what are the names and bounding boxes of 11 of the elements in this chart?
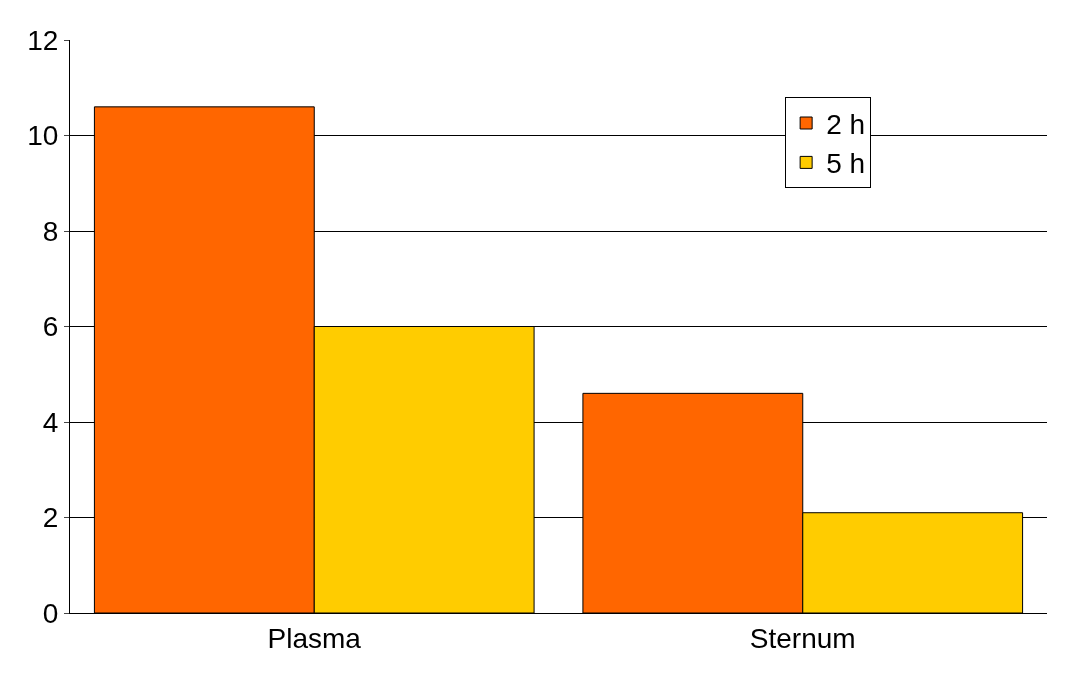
y-tick-label: 12 (27, 24, 59, 56)
y-tick-label: 4 (42, 406, 59, 438)
legend-label: 2 h (826, 108, 866, 140)
y-tick-label: 8 (42, 215, 59, 247)
y-tick-label: 10 (27, 120, 59, 152)
y-tick-label: 6 (42, 311, 59, 343)
x-tick-label: Sternum (749, 622, 856, 654)
y-tick-label: 2 (42, 502, 59, 534)
legend-label: 5 h (826, 148, 866, 180)
y-tick-label: 0 (42, 597, 59, 629)
x-tick-label: Plasma (267, 622, 362, 654)
